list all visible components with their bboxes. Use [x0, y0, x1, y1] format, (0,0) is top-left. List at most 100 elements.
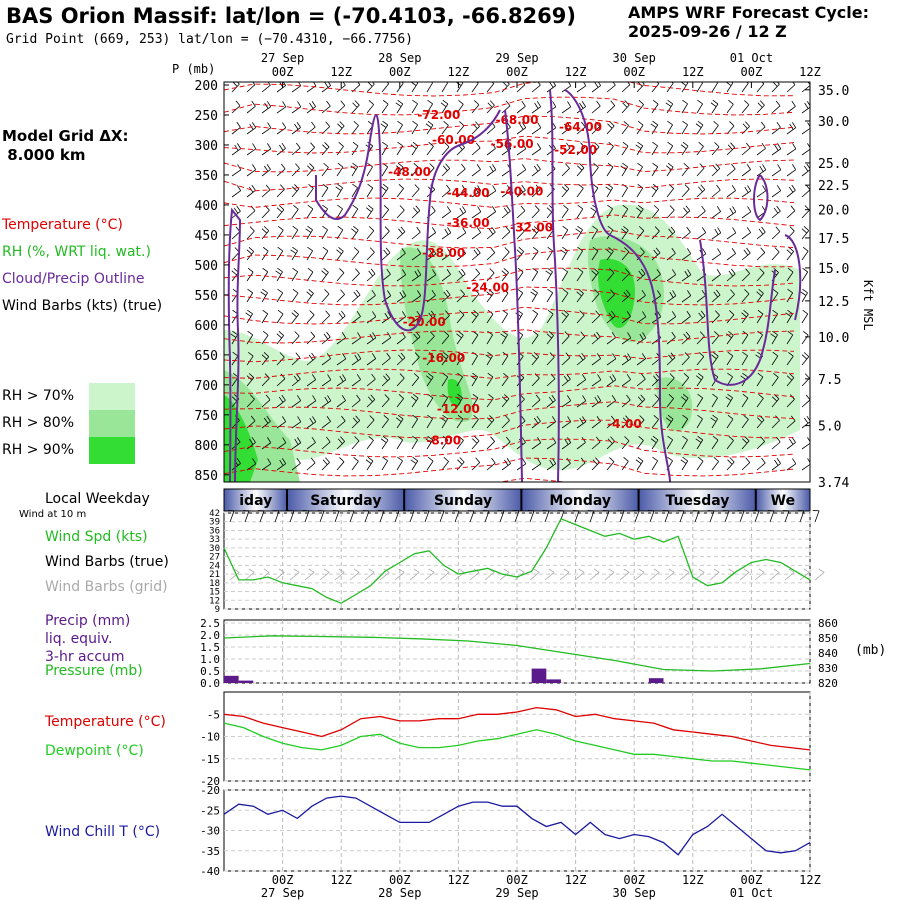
wind-barb	[801, 352, 810, 366]
wind-barb-feather	[626, 311, 631, 317]
wind-barb	[366, 311, 377, 324]
wind-barb-10m	[452, 510, 460, 523]
wind-barb-shaft	[756, 231, 766, 240]
wind-barb-shaft	[666, 418, 674, 429]
wind-barb-feather	[578, 183, 584, 189]
wind-speed-line	[223, 517, 811, 604]
wind-barb-shaft	[606, 337, 616, 345]
wind-barb-feather	[534, 205, 540, 211]
wind-barb-feather	[822, 395, 826, 401]
wind-barb-10m-feather	[332, 510, 340, 512]
wind-barb-shaft	[531, 442, 542, 450]
windchill-tick-label: -25	[200, 804, 220, 817]
wind-barb-feather	[622, 183, 628, 189]
wind-barb-feather	[327, 374, 332, 381]
wind-barb-feather	[292, 225, 299, 231]
wind-barb-shaft	[411, 439, 418, 450]
wind-barb-feather	[410, 459, 417, 464]
legend-pressure: Pressure (mb)	[45, 663, 143, 679]
wind-barb-feather	[552, 101, 557, 108]
temperature-label: -68.00	[496, 113, 539, 127]
wind-barb-feather	[413, 373, 420, 378]
wind-barb-shaft	[396, 188, 404, 198]
wind-barb-feather	[519, 123, 524, 130]
wind-barb-shaft	[456, 355, 464, 366]
wind-barb-feather	[622, 162, 628, 168]
wind-barb-feather	[491, 206, 497, 212]
wind-barb-shaft	[711, 189, 721, 198]
wind-barb-shaft	[246, 355, 254, 366]
precip-bar	[546, 679, 561, 683]
wind-barb	[351, 456, 359, 471]
wind-barb-feather	[760, 247, 766, 253]
wind-barb-shaft	[351, 251, 360, 261]
wind-barb-shaft	[741, 190, 752, 198]
wind-barb-shaft	[801, 209, 810, 219]
wind-barb-grid-shaft	[679, 571, 690, 581]
wind-barb-shaft	[441, 211, 451, 219]
wind-barb-shaft	[801, 106, 810, 114]
wind-barb	[576, 416, 587, 429]
wind-barb-feather	[369, 333, 374, 340]
wind-barb-feather	[506, 436, 511, 443]
cloud-outline-path-3	[504, 109, 523, 482]
wind-barb	[366, 289, 376, 303]
wind-barb-feather	[386, 268, 391, 275]
wind-barb-feather	[500, 333, 507, 338]
wind-barb-feather	[427, 414, 433, 420]
wind-barb-feather	[596, 353, 601, 359]
wind-barb-shaft	[531, 377, 540, 387]
weekday-label: We	[771, 493, 795, 509]
wind-barb	[666, 290, 677, 303]
wind-barb	[306, 204, 314, 219]
temperature-label: -56.00	[491, 137, 534, 151]
wind-barb-feather	[580, 142, 585, 148]
windchill-tick-label: -35	[200, 845, 220, 858]
temperature-contour-line	[224, 248, 795, 268]
wind-barb-feather	[552, 416, 557, 422]
wind-barb-feather	[351, 228, 357, 234]
wind-barb-feather	[787, 330, 794, 336]
wind-barb-feather	[567, 82, 572, 87]
wind-barb-shaft	[711, 146, 720, 156]
wind-barb-10m-feather	[287, 510, 295, 512]
wind-barb-feather	[622, 141, 629, 147]
wind-barb-shaft	[801, 463, 810, 471]
wind-barb-feather	[637, 141, 643, 147]
wind-barb	[725, 393, 733, 408]
wind-barb-shaft	[606, 294, 615, 303]
wind-barb	[426, 248, 437, 261]
wind-barb	[811, 309, 825, 323]
wind-barb-shaft	[546, 168, 556, 177]
wind-barb-grid-feather	[398, 568, 405, 573]
wind-barb-shaft	[381, 83, 390, 93]
wind-barb-grid	[649, 568, 660, 581]
wind-barb-shaft	[486, 190, 497, 198]
wind-barb-feather	[368, 204, 374, 210]
wind-barb-feather	[354, 354, 359, 361]
wind-barb-shaft	[336, 420, 346, 429]
wind-barb-feather	[492, 164, 497, 170]
wind-barb-shaft	[726, 273, 736, 282]
wind-barb-feather	[446, 269, 451, 275]
wind-barb-feather	[774, 144, 779, 151]
wind-barb-shaft	[711, 376, 719, 387]
wind-barb-shaft	[396, 209, 405, 219]
wind-barb	[741, 289, 750, 303]
wind-barb-feather	[622, 204, 629, 210]
wind-barb-10m	[422, 510, 430, 523]
wind-barb	[441, 289, 451, 303]
wind-barb-feather	[609, 375, 614, 382]
top-hour-label: 00Z	[506, 65, 528, 79]
wind-barb-feather	[296, 457, 301, 464]
wind-barb-feather	[532, 330, 539, 336]
wind-barb-10m	[362, 510, 370, 523]
wind-barb	[771, 458, 781, 471]
wind-barb-shaft	[756, 419, 765, 429]
wind-barb-feather	[791, 100, 796, 107]
wind-barb	[621, 353, 632, 366]
wind-barb-shaft	[576, 147, 585, 156]
wind-barb-shaft	[456, 168, 466, 177]
wind-barb-feather	[592, 225, 598, 231]
wind-barb-feather	[339, 121, 345, 127]
